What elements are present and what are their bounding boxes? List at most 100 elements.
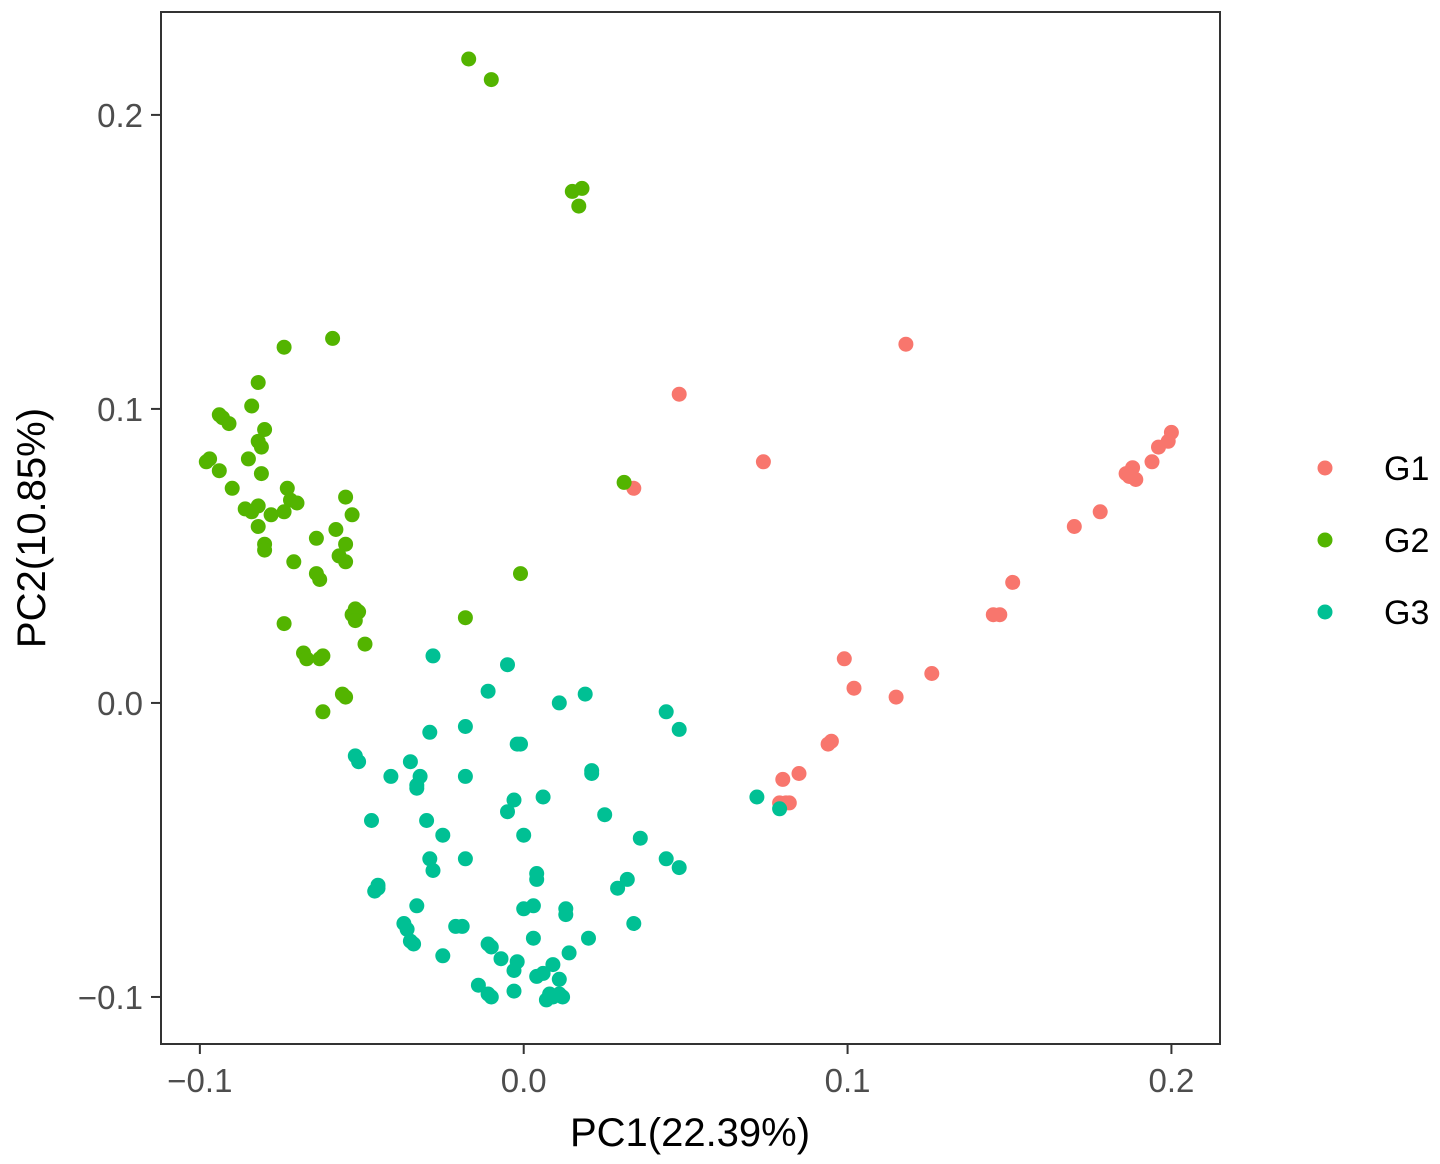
plot-panel	[160, 11, 1221, 1045]
legend-item-g1: G1	[1317, 450, 1429, 488]
data-point-g3-44	[409, 898, 425, 914]
data-point-g2-47	[347, 613, 363, 629]
data-point-g3-31	[435, 827, 451, 843]
data-point-g3-40	[610, 880, 626, 896]
y-tick-label: 0.1	[97, 391, 143, 428]
data-point-g2-8	[244, 398, 260, 414]
data-point-g1-22	[823, 733, 839, 749]
data-point-g3-34	[658, 851, 674, 867]
data-point-g2-56	[338, 689, 354, 705]
data-point-g2-30	[344, 507, 360, 523]
data-point-g1-14	[1005, 574, 1021, 590]
data-point-g3-32	[422, 851, 438, 867]
data-point-g2-35	[338, 536, 354, 552]
data-point-g3-59	[483, 939, 499, 955]
data-point-g2-29	[263, 507, 279, 523]
data-point-g2-38	[338, 554, 354, 570]
data-point-g3-6	[457, 719, 473, 734]
data-point-g3-68	[551, 971, 567, 987]
data-point-g2-49	[276, 616, 292, 632]
data-point-g2-24	[289, 495, 305, 511]
data-point-g1-6	[1151, 439, 1166, 455]
data-point-g3-4	[551, 695, 567, 711]
data-point-g2-36	[257, 542, 273, 558]
data-point-g3-17	[383, 768, 399, 784]
data-point-g3-64	[545, 957, 561, 973]
data-point-g3-62	[493, 951, 509, 967]
data-point-g3-27	[364, 813, 379, 828]
data-point-g2-16	[198, 454, 214, 470]
data-point-g3-56	[581, 930, 596, 946]
data-point-g3-25	[772, 801, 788, 817]
legend-item-g2: G2	[1317, 522, 1429, 560]
data-point-g3-5	[658, 704, 674, 720]
data-point-g3-13	[402, 754, 418, 770]
data-point-g2-54	[299, 651, 315, 667]
data-point-g2-14	[253, 439, 269, 455]
data-point-g1-12	[1092, 504, 1108, 520]
legend: G1 G2 G3	[1317, 450, 1429, 632]
data-point-g3-1	[500, 657, 515, 673]
data-point-g2-28	[276, 504, 292, 520]
data-point-g3-39	[619, 871, 635, 887]
data-point-g2-33	[308, 530, 324, 546]
data-point-g3-38	[529, 871, 545, 887]
data-point-g3-46	[516, 901, 532, 917]
data-point-g2-21	[279, 480, 295, 496]
data-point-g2-0	[461, 51, 477, 67]
data-point-g3-57	[525, 930, 541, 946]
data-point-g2-1	[483, 72, 499, 88]
data-point-g1-11	[1121, 469, 1137, 484]
data-point-g2-19	[253, 466, 269, 482]
data-point-g3-29	[516, 827, 532, 843]
data-point-g1-24	[775, 771, 791, 787]
y-axis-ticks: −0.1 0.0 0.1 0.2	[78, 97, 161, 1016]
data-point-g3-10	[513, 736, 528, 752]
data-point-g3-12	[351, 754, 367, 770]
y-tick-label: 0.2	[97, 97, 143, 134]
data-point-g3-35	[671, 860, 687, 876]
data-point-g1-19	[888, 689, 904, 705]
data-point-g3-16	[584, 766, 600, 781]
data-point-g2-7	[250, 375, 266, 390]
data-point-g2-39	[286, 554, 302, 570]
data-point-g3-77	[555, 989, 571, 1005]
data-point-g3-70	[506, 983, 522, 999]
data-point-g3-55	[406, 936, 422, 952]
data-point-g2-11	[221, 416, 237, 432]
legend-key-g3	[1317, 604, 1333, 620]
x-tick-label: 0.2	[1148, 1062, 1194, 1099]
legend-label-g2: G2	[1384, 522, 1429, 560]
data-point-g3-72	[483, 989, 499, 1005]
data-point-g2-17	[240, 451, 256, 467]
data-point-g1-23	[791, 766, 807, 781]
data-point-g3-30	[632, 830, 648, 846]
data-point-g3-33	[457, 851, 473, 867]
data-point-g1-7	[1144, 454, 1160, 470]
data-point-g1-2	[755, 454, 771, 470]
data-point-g3-65	[506, 963, 522, 978]
data-point-g3-26	[597, 807, 613, 823]
x-tick-label: 0.0	[501, 1062, 547, 1099]
data-point-g1-16	[985, 607, 1001, 623]
data-point-g3-8	[422, 724, 438, 740]
data-point-g3-67	[535, 965, 551, 981]
x-tick-label: 0.1	[825, 1062, 871, 1099]
data-point-g2-41	[312, 572, 328, 587]
legend-key-g1	[1317, 460, 1333, 476]
data-point-g2-50	[357, 636, 373, 652]
data-point-g1-17	[836, 651, 852, 667]
data-point-g2-20	[224, 480, 240, 496]
data-point-g2-32	[328, 522, 344, 537]
points-layer	[198, 51, 1179, 1008]
legend-item-g3: G3	[1317, 594, 1429, 632]
data-point-g2-22	[338, 489, 354, 505]
data-point-g1-1	[671, 386, 687, 402]
data-point-g2-3	[574, 180, 590, 196]
data-point-g2-31	[250, 519, 266, 534]
data-point-g2-18	[211, 463, 227, 479]
data-point-g2-48	[457, 610, 473, 626]
legend-label-g1: G1	[1384, 450, 1429, 488]
